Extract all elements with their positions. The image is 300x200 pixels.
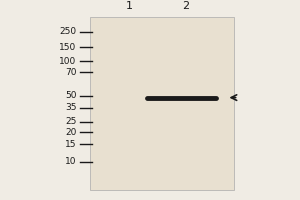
- Text: 2: 2: [182, 1, 190, 11]
- Text: 250: 250: [59, 27, 76, 36]
- Bar: [90, 17, 234, 190]
- Text: 100: 100: [59, 57, 76, 66]
- Text: 70: 70: [65, 68, 76, 77]
- Text: 20: 20: [65, 128, 76, 137]
- Text: 1: 1: [125, 1, 133, 11]
- Text: 150: 150: [59, 43, 76, 52]
- Text: 10: 10: [65, 157, 76, 166]
- Text: 50: 50: [65, 91, 76, 100]
- Text: 15: 15: [65, 140, 76, 149]
- Text: 25: 25: [65, 117, 76, 126]
- Text: 35: 35: [65, 103, 76, 112]
